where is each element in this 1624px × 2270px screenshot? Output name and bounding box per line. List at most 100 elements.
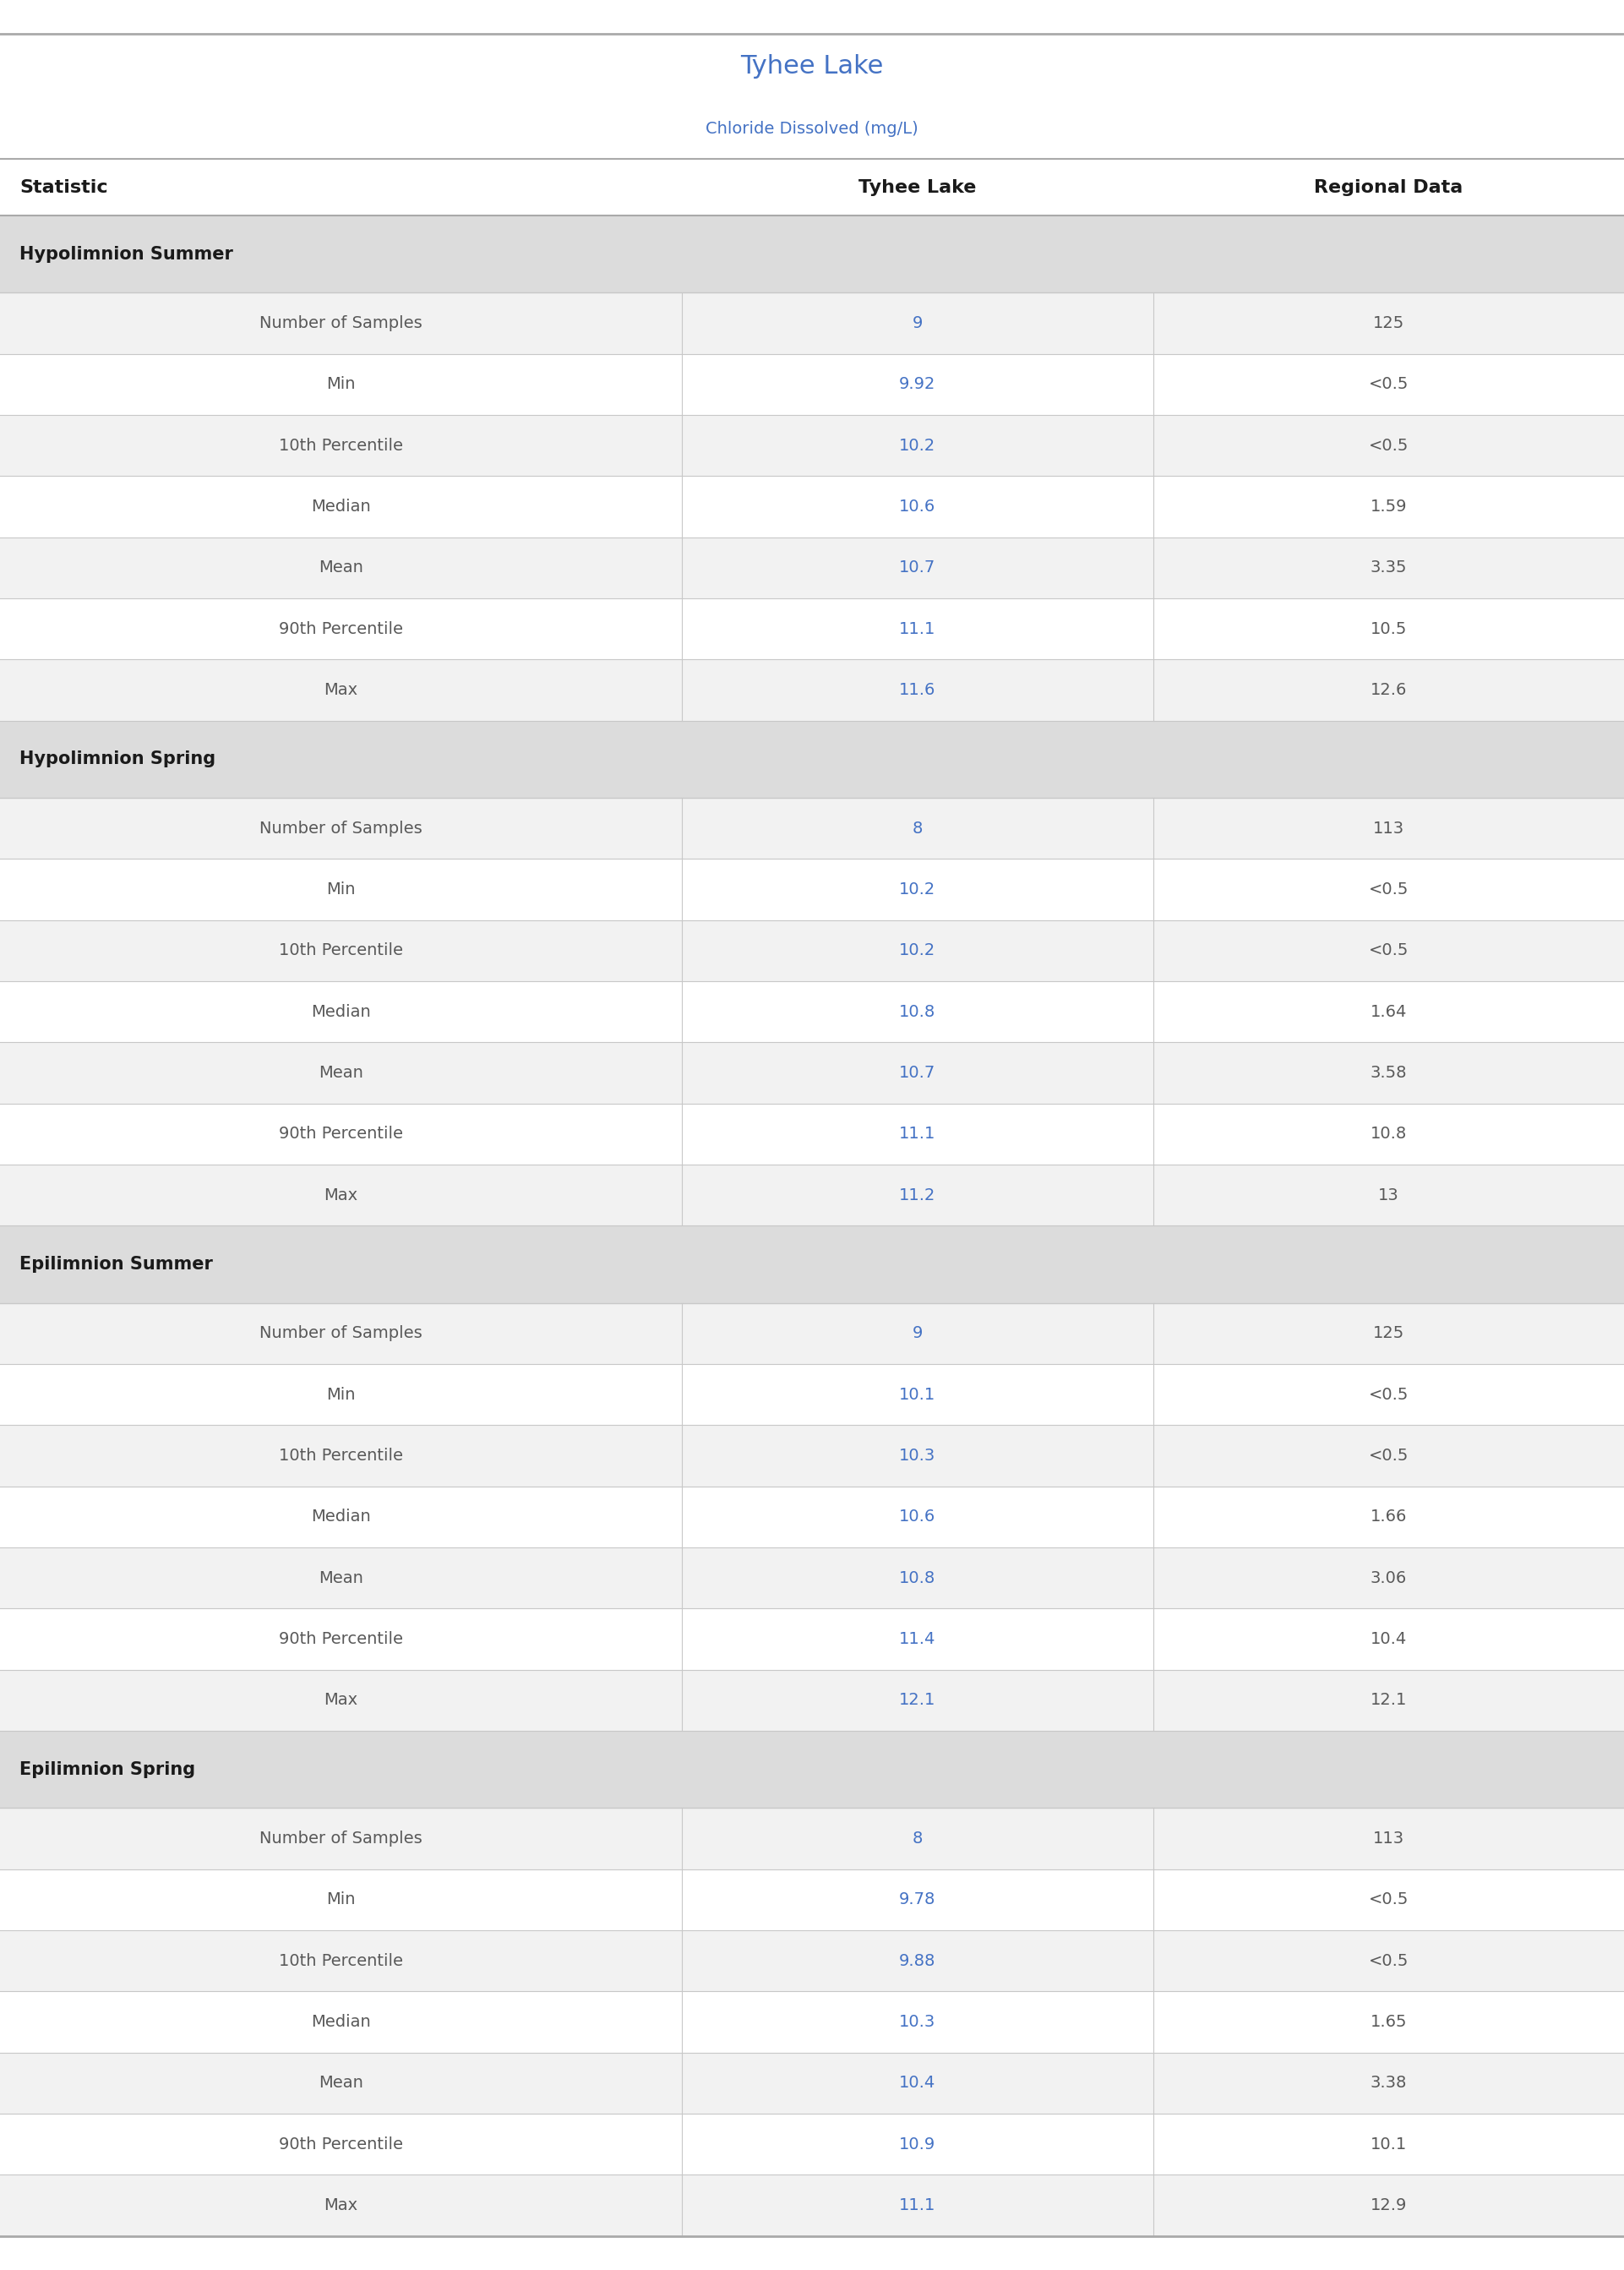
Text: 10.3: 10.3 [900, 1448, 935, 1464]
Text: 10.6: 10.6 [900, 1510, 935, 1525]
Bar [0, 1807, 1624, 1868]
Text: 10th Percentile: 10th Percentile [279, 1952, 403, 1968]
Text: 90th Percentile: 90th Percentile [279, 1126, 403, 1142]
Text: 10.8: 10.8 [1371, 1126, 1406, 1142]
Text: Mean: Mean [318, 2075, 364, 2091]
Text: 10.1: 10.1 [1371, 2136, 1406, 2152]
Text: 10.8: 10.8 [900, 1003, 935, 1019]
Bar [0, 981, 1624, 1042]
Text: 3.35: 3.35 [1371, 561, 1406, 577]
Text: 10.2: 10.2 [900, 881, 935, 897]
Text: 1.59: 1.59 [1371, 499, 1406, 515]
Bar [0, 216, 1624, 293]
Text: 12.6: 12.6 [1371, 681, 1406, 699]
Text: <0.5: <0.5 [1369, 881, 1408, 897]
Text: Mean: Mean [318, 561, 364, 577]
Bar [0, 919, 1624, 981]
Text: Median: Median [312, 499, 370, 515]
Bar [0, 1487, 1624, 1548]
Text: Min: Min [326, 1891, 356, 1907]
Text: 10.2: 10.2 [900, 942, 935, 958]
Bar [0, 538, 1624, 599]
Bar [0, 2113, 1624, 2175]
Text: 3.06: 3.06 [1371, 1571, 1406, 1587]
Bar [0, 799, 1624, 858]
Text: 9: 9 [913, 316, 922, 331]
Text: <0.5: <0.5 [1369, 1952, 1408, 1968]
Bar [0, 1609, 1624, 1671]
Text: <0.5: <0.5 [1369, 377, 1408, 393]
Text: Chloride Dissolved (mg/L): Chloride Dissolved (mg/L) [706, 120, 918, 136]
Bar [0, 1226, 1624, 1303]
Text: 10.2: 10.2 [900, 438, 935, 454]
Text: 11.1: 11.1 [900, 622, 935, 638]
Text: 10.4: 10.4 [1371, 1632, 1406, 1648]
Text: 3.58: 3.58 [1371, 1065, 1406, 1081]
Text: <0.5: <0.5 [1369, 1387, 1408, 1403]
Text: 11.6: 11.6 [900, 681, 935, 699]
Text: Number of Samples: Number of Samples [260, 1326, 422, 1342]
Text: 12.1: 12.1 [900, 1691, 935, 1709]
Text: Min: Min [326, 881, 356, 897]
Text: 11.1: 11.1 [900, 1126, 935, 1142]
Text: 10.6: 10.6 [900, 499, 935, 515]
Text: <0.5: <0.5 [1369, 942, 1408, 958]
Text: Hypolimnion Summer: Hypolimnion Summer [19, 245, 234, 263]
Text: 9.92: 9.92 [900, 377, 935, 393]
Text: 1.66: 1.66 [1371, 1510, 1406, 1525]
Text: Median: Median [312, 1003, 370, 1019]
Bar [0, 1426, 1624, 1487]
Text: Tyhee Lake: Tyhee Lake [859, 179, 976, 195]
Text: 9.78: 9.78 [900, 1891, 935, 1907]
Text: 11.4: 11.4 [900, 1632, 935, 1648]
Text: 9.88: 9.88 [900, 1952, 935, 1968]
Text: Mean: Mean [318, 1571, 364, 1587]
Text: 10.7: 10.7 [900, 1065, 935, 1081]
Bar [0, 1991, 1624, 2052]
Text: 9: 9 [913, 1326, 922, 1342]
Bar [0, 1548, 1624, 1609]
Bar [0, 1930, 1624, 1991]
Bar [0, 477, 1624, 538]
Text: Median: Median [312, 1510, 370, 1525]
Text: Number of Samples: Number of Samples [260, 316, 422, 331]
Text: Min: Min [326, 377, 356, 393]
Bar [0, 2052, 1624, 2113]
Text: 10th Percentile: 10th Percentile [279, 1448, 403, 1464]
Bar [0, 599, 1624, 661]
Bar [0, 1042, 1624, 1103]
Bar [0, 1730, 1624, 1807]
Text: 10.3: 10.3 [900, 2013, 935, 2029]
Text: Epilimnion Summer: Epilimnion Summer [19, 1255, 213, 1273]
Bar [0, 1671, 1624, 1730]
Text: 13: 13 [1379, 1187, 1398, 1203]
Text: 10.1: 10.1 [900, 1387, 935, 1403]
Bar [0, 2175, 1624, 2236]
Text: Hypolimnion Spring: Hypolimnion Spring [19, 751, 216, 767]
Text: 10th Percentile: 10th Percentile [279, 942, 403, 958]
Bar [0, 1868, 1624, 1930]
Text: Tyhee Lake: Tyhee Lake [741, 54, 883, 79]
Bar [0, 1165, 1624, 1226]
Text: 90th Percentile: 90th Percentile [279, 622, 403, 638]
Text: 8: 8 [913, 1830, 922, 1848]
Text: Statistic: Statistic [19, 179, 107, 195]
Text: 11.1: 11.1 [900, 2197, 935, 2213]
Text: 113: 113 [1372, 1830, 1405, 1848]
Text: 12.9: 12.9 [1371, 2197, 1406, 2213]
Text: <0.5: <0.5 [1369, 438, 1408, 454]
Text: <0.5: <0.5 [1369, 1891, 1408, 1907]
Text: 1.64: 1.64 [1371, 1003, 1406, 1019]
Text: Max: Max [325, 1691, 357, 1709]
Text: Max: Max [325, 1187, 357, 1203]
Text: Number of Samples: Number of Samples [260, 819, 422, 838]
Text: Max: Max [325, 2197, 357, 2213]
Bar [0, 415, 1624, 477]
Text: 10.4: 10.4 [900, 2075, 935, 2091]
Bar [0, 722, 1624, 799]
Text: Regional Data: Regional Data [1314, 179, 1463, 195]
Text: <0.5: <0.5 [1369, 1448, 1408, 1464]
Text: Median: Median [312, 2013, 370, 2029]
Text: 1.65: 1.65 [1371, 2013, 1406, 2029]
Text: 125: 125 [1372, 1326, 1405, 1342]
